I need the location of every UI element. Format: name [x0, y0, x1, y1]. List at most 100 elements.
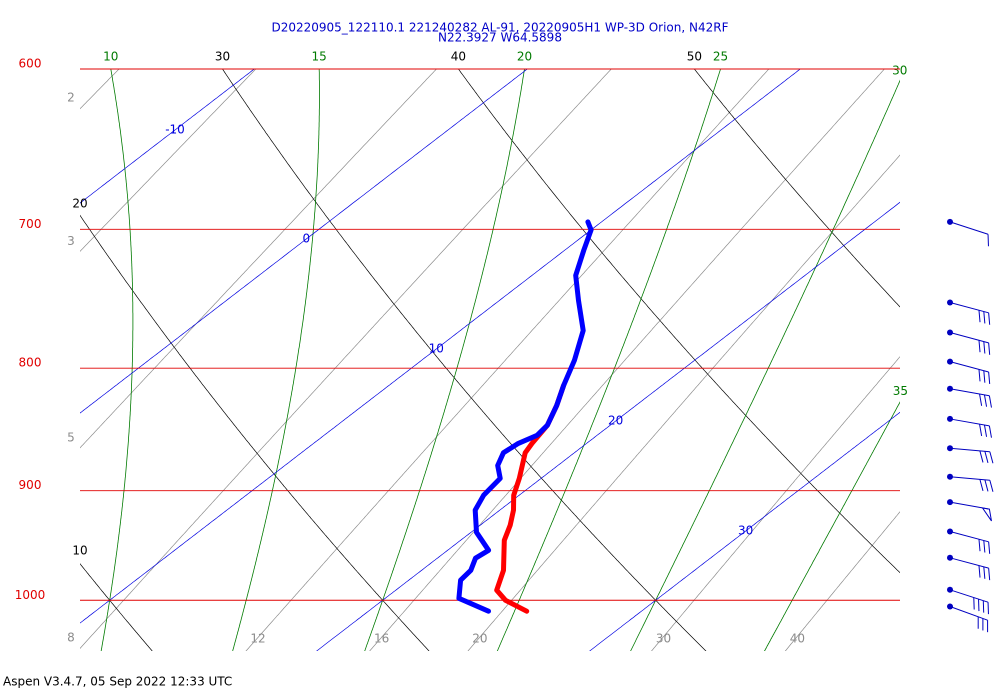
moist-adiabat-label: 25 [713, 50, 728, 64]
barb-station [947, 415, 953, 422]
moist-adiabat [364, 69, 525, 651]
barb-feather [983, 311, 986, 324]
pressure-label: 800 [19, 356, 42, 370]
barb-station [947, 473, 953, 480]
mixing-ratio-line [80, 69, 437, 449]
barb-staff [949, 361, 989, 373]
moist-adiabat-label: 30 [892, 64, 907, 78]
barb-staff [949, 332, 989, 344]
title-line: N22.3927 W64.5898 [438, 31, 562, 45]
barb-feather [978, 565, 981, 578]
mixing-ratio-label: 3 [67, 234, 75, 248]
barb-feather [979, 424, 983, 437]
barb-staff [949, 557, 989, 569]
barb-staff [949, 606, 988, 621]
barb-feather [988, 312, 991, 325]
barb-feather [988, 425, 992, 438]
barb-feather [989, 480, 994, 492]
moist-adiabat [496, 69, 721, 651]
barb-pennant [981, 507, 992, 522]
mixing-ratio-label: 20 [472, 632, 487, 646]
mixing-ratio-label: 5 [67, 431, 75, 445]
dry-adiabat [457, 69, 900, 574]
wind-barb [947, 385, 992, 408]
barb-feather [978, 539, 981, 552]
moist-adiabat [630, 79, 900, 651]
barb-staff [949, 476, 990, 481]
wind-barb [947, 554, 991, 581]
barb-station [947, 358, 953, 365]
moist-adiabat [100, 69, 134, 651]
wind-barb [947, 415, 992, 438]
mixing-ratio-label: 8 [67, 631, 75, 645]
barb-feather [983, 424, 988, 437]
barb-station [947, 385, 953, 392]
barb-station [947, 586, 953, 593]
isotherm [80, 69, 255, 204]
dry-adiabat [693, 69, 900, 308]
wind-barb [947, 329, 991, 355]
moist-adiabat-label: 10 [103, 50, 118, 64]
dry-adiabat-label: 30 [215, 50, 230, 64]
mixing-ratio-line [467, 154, 900, 651]
isotherm-label: 30 [738, 524, 753, 538]
mixing-ratio-label: 12 [250, 632, 265, 646]
barb-feather [978, 340, 981, 353]
barb-staff [949, 447, 990, 453]
pressure-label: 600 [19, 57, 42, 71]
barb-feather [979, 479, 984, 492]
barb-feather [983, 566, 986, 579]
barb-feather [989, 451, 994, 464]
wind-barb [947, 499, 992, 522]
mixing-ratio-line [245, 69, 770, 651]
wind-barb [947, 358, 991, 385]
barb-feather [984, 479, 989, 492]
isotherm [80, 69, 801, 624]
dry-adiabat-label: 40 [451, 50, 466, 64]
barb-station [947, 603, 953, 610]
isotherm [80, 69, 528, 414]
mixing-ratio-line [651, 356, 900, 651]
barb-station [947, 218, 953, 225]
barb-feather [979, 450, 984, 463]
dry-adiabat-label: 10 [72, 544, 87, 558]
title-line: D20220905_122110.1 221240282 AL-91, 2022… [271, 21, 728, 35]
wind-barb [947, 218, 989, 247]
barb-feather [978, 369, 981, 382]
plot-lines [80, 69, 900, 651]
wind-barb [947, 586, 989, 615]
dry-adiabat-label: 20 [72, 196, 87, 210]
mixing-ratio-label: 16 [374, 632, 389, 646]
barb-feather [988, 342, 991, 355]
barb-feather [979, 393, 983, 406]
mixing-ratio-label: 2 [67, 91, 75, 105]
isotherm [316, 201, 900, 651]
barb-feather [988, 371, 991, 385]
isotherm-label: 0 [302, 232, 310, 246]
barb-feather [983, 341, 986, 354]
dry-adiabat [80, 214, 430, 651]
dry-adiabat-label: 50 [687, 50, 702, 64]
barb-feather [983, 394, 988, 407]
barb-staff [949, 418, 990, 427]
moist-adiabat [232, 69, 320, 651]
wind-barb [947, 528, 991, 554]
barb-feather [983, 370, 986, 383]
moist-adiabat-label: 20 [517, 50, 532, 64]
pressure-label: 900 [19, 478, 42, 492]
dry-adiabat [80, 563, 153, 651]
barb-feather [983, 540, 986, 553]
dewpoint-profile [456, 219, 594, 614]
barb-station [947, 329, 953, 336]
wind-barb [947, 473, 994, 492]
barb-staff [949, 530, 989, 543]
dry-adiabat [222, 69, 707, 651]
barb-station [947, 499, 953, 506]
mixing-ratio-line [80, 69, 612, 649]
barb-station [947, 554, 953, 561]
barb-feather [988, 568, 991, 581]
barb-staff [949, 589, 989, 603]
barb-feather [988, 541, 991, 554]
barb-station [947, 299, 953, 306]
